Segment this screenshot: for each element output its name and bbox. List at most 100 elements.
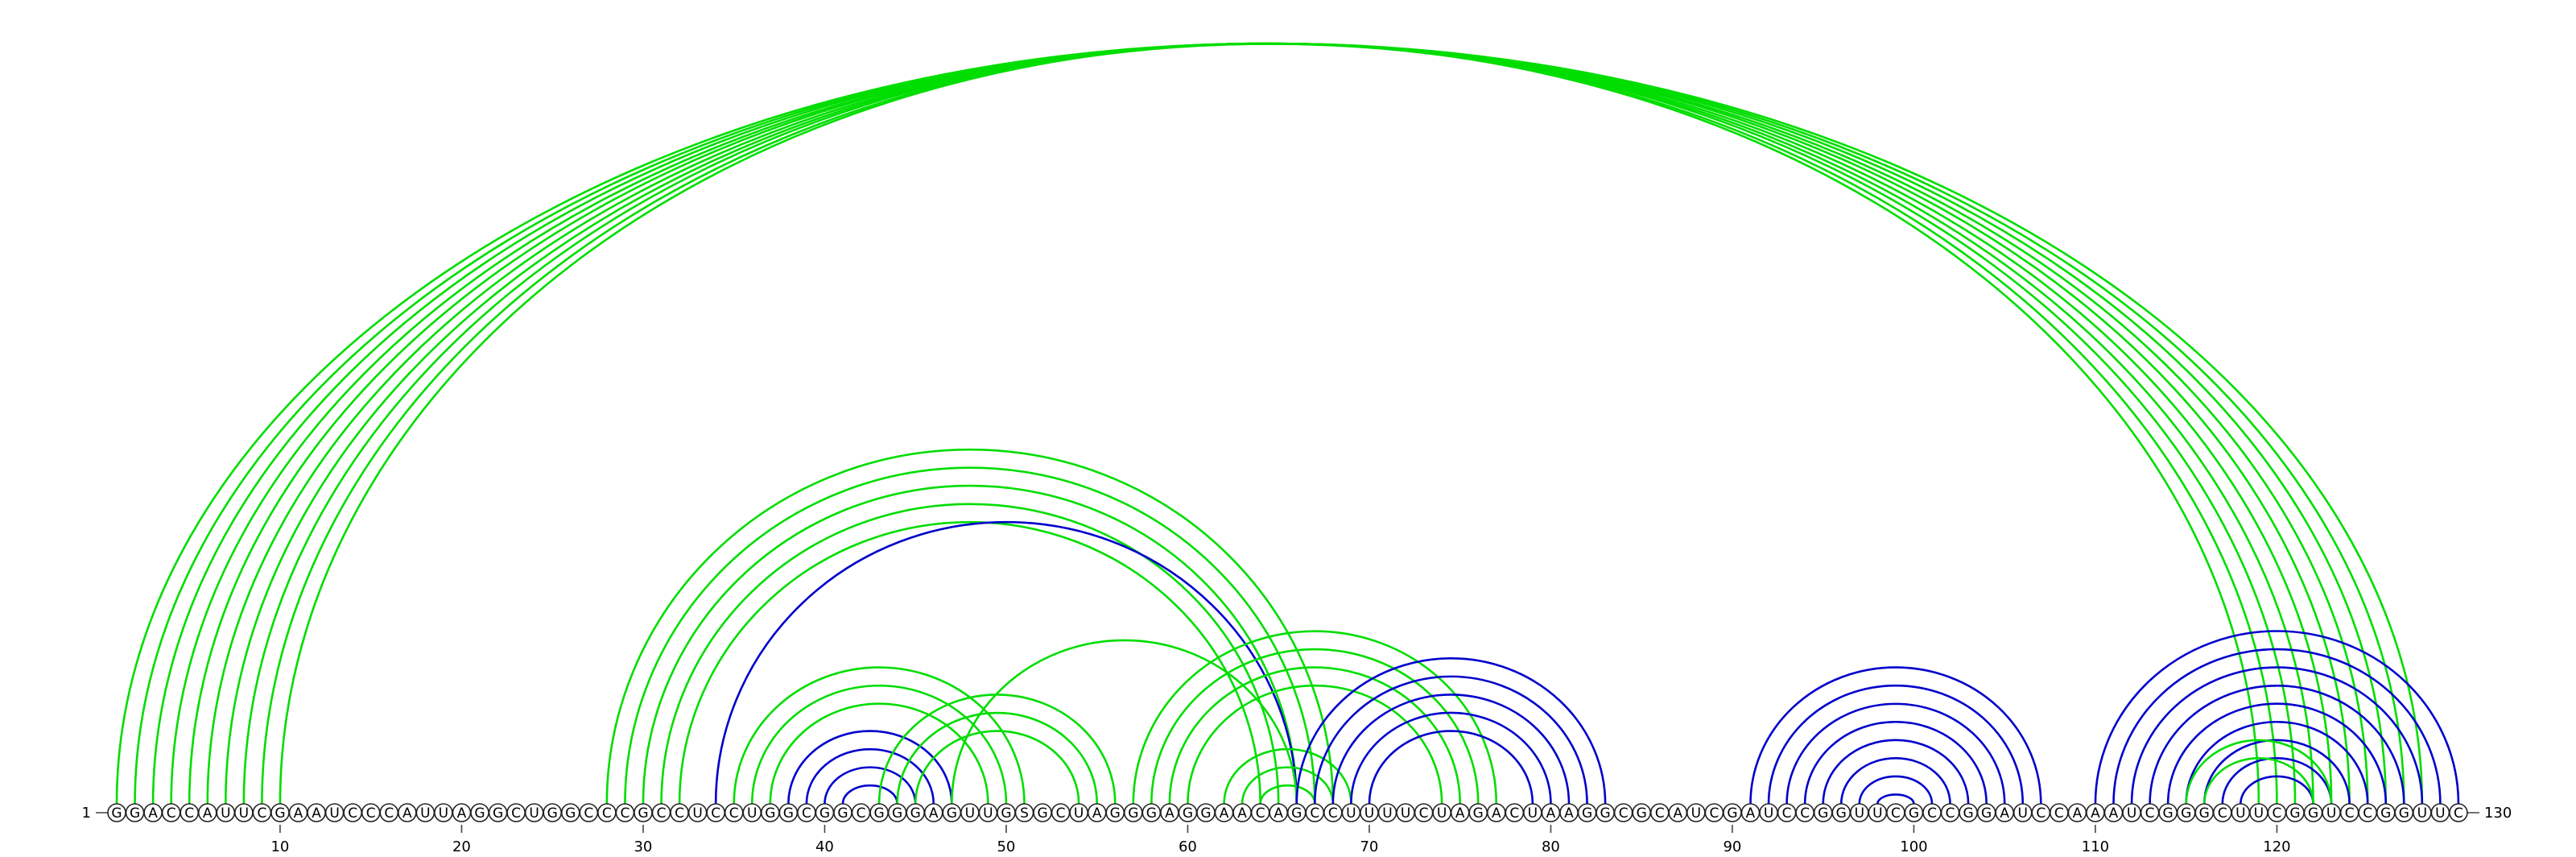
nucleotide-letter: A — [1673, 805, 1682, 822]
nucleotide-letter: C — [1509, 805, 1519, 822]
axis-tick-label: 30 — [634, 838, 652, 855]
nucleotide-sequence: GGACCAUUCGAAUCCCAUUAGGCUGGCCCGCCUCCUGGCG… — [108, 804, 2467, 822]
nucleotide-letter: G — [1183, 805, 1193, 822]
base-pair-arc — [280, 43, 2259, 804]
nucleotide-letter: C — [1056, 805, 1066, 822]
nucleotide-letter: A — [1455, 805, 1465, 822]
nucleotide-letter: C — [1946, 805, 1955, 822]
nucleotide-letter: C — [384, 805, 394, 822]
nucleotide-letter: A — [2073, 805, 2083, 822]
nucleotide-letter: C — [184, 805, 194, 822]
nucleotide-letter: U — [2235, 805, 2245, 822]
nucleotide-letter: G — [1110, 805, 1121, 822]
nucleotide-letter: U — [1437, 805, 1447, 822]
axis-tick-label: 70 — [1360, 838, 1378, 855]
nucleotide-letter: U — [2417, 805, 2427, 822]
nucleotide-letter: S — [1020, 805, 1029, 822]
base-pair-arc — [1261, 785, 1315, 804]
nucleotide-letter: A — [402, 805, 412, 822]
nucleotide-letter: G — [1582, 805, 1592, 822]
nucleotide-letter: C — [2218, 805, 2227, 822]
nucleotide-letter: U — [692, 805, 702, 822]
nucleotide-letter: C — [2345, 805, 2355, 822]
nucleotide-letter: A — [2091, 805, 2100, 822]
nucleotide-letter: C — [2145, 805, 2155, 822]
nucleotide-letter: G — [765, 805, 775, 822]
nucleotide-letter: C — [2273, 805, 2282, 822]
nucleotide-letter: U — [329, 805, 339, 822]
nucleotide-letter: C — [1655, 805, 1665, 822]
nucleotide-letter: G — [275, 805, 285, 822]
nucleotide-letter: G — [1473, 805, 1484, 822]
nucleotide-letter: G — [1037, 805, 1047, 822]
nucleotide-letter: G — [2163, 805, 2174, 822]
nucleotide-letter: A — [1237, 805, 1247, 822]
nucleotide-letter: G — [1818, 805, 1828, 822]
axis-tick-label: 50 — [997, 838, 1015, 855]
base-pair-arc — [625, 468, 1315, 804]
nucleotide-letter: U — [983, 805, 993, 822]
nucleotide-letter: C — [675, 805, 684, 822]
nucleotide-letter: G — [2308, 805, 2318, 822]
nucleotide-letter: C — [711, 805, 720, 822]
nucleotide-letter: G — [1600, 805, 1611, 822]
nucleotide-letter: G — [565, 805, 576, 822]
nucleotide-letter: C — [729, 805, 739, 822]
nucleotide-letter: U — [2018, 805, 2028, 822]
nucleotide-letter: G — [1963, 805, 1974, 822]
nucleotide-letter: C — [857, 805, 866, 822]
base-pair-arc — [607, 449, 1333, 804]
nucleotide-letter: U — [2254, 805, 2264, 822]
nucleotide-letter: U — [420, 805, 430, 822]
axis-tick-label: 40 — [815, 838, 834, 855]
nucleotide-letter: C — [1328, 805, 1338, 822]
axis-tick-label: 60 — [1179, 838, 1197, 855]
axis-tick-label: 20 — [452, 838, 471, 855]
nucleotide-letter: A — [1220, 805, 1229, 822]
base-pair-arc — [1369, 731, 1533, 804]
base-pair-arc — [153, 43, 2386, 804]
base-pair-arc — [1877, 794, 1913, 804]
nucleotide-letter: G — [2289, 805, 2300, 822]
base-pair-arc — [244, 43, 2295, 804]
base-pair-arc — [734, 668, 1025, 804]
nucleotide-letter: G — [783, 805, 794, 822]
nucleotide-letter: G — [1836, 805, 1847, 822]
nucleotide-letter: A — [1564, 805, 1574, 822]
sequence-end-label: 130 — [2484, 805, 2512, 822]
nucleotide-letter: U — [2127, 805, 2136, 822]
nucleotide-letter: A — [1165, 805, 1174, 822]
nucleotide-letter: C — [348, 805, 357, 822]
nucleotide-letter: G — [1909, 805, 1919, 822]
nucleotide-letter: U — [439, 805, 448, 822]
sequence-start-label: 1 — [82, 805, 91, 822]
nucleotide-letter: U — [1764, 805, 1773, 822]
nucleotide-letter: C — [1709, 805, 1719, 822]
nucleotide-letter: G — [638, 805, 648, 822]
base-pair-arc — [662, 504, 1279, 804]
nucleotide-letter: G — [1291, 805, 1302, 822]
nucleotide-letter: C — [802, 805, 811, 822]
axis-tick-label: 10 — [270, 838, 289, 855]
nucleotide-letter: C — [1800, 805, 1810, 822]
nucleotide-letter: G — [2399, 805, 2409, 822]
nucleotide-letter: A — [312, 805, 321, 822]
base-pair-arc — [189, 43, 2349, 804]
nucleotide-letter: U — [2435, 805, 2445, 822]
nucleotide-letter: G — [1727, 805, 1737, 822]
nucleotide-letter: G — [1146, 805, 1157, 822]
nucleotide-letter: C — [584, 805, 593, 822]
base-pair-arc — [1805, 722, 1987, 804]
base-pair-arc — [879, 694, 1115, 804]
nucleotide-letter: U — [1382, 805, 1392, 822]
axis-tick-label: 120 — [2263, 838, 2290, 855]
base-pair-arcs — [117, 43, 2458, 804]
nucleotide-letter: U — [747, 805, 757, 822]
nucleotide-letter: G — [874, 805, 885, 822]
nucleotide-letter: G — [130, 805, 140, 822]
nucleotide-letter: C — [167, 805, 176, 822]
nucleotide-letter: C — [1782, 805, 1792, 822]
nucleotide-letter: A — [2109, 805, 2119, 822]
position-axis: 10 20 30 40 50 60 70 80 90 100 110 120 — [270, 825, 2290, 855]
